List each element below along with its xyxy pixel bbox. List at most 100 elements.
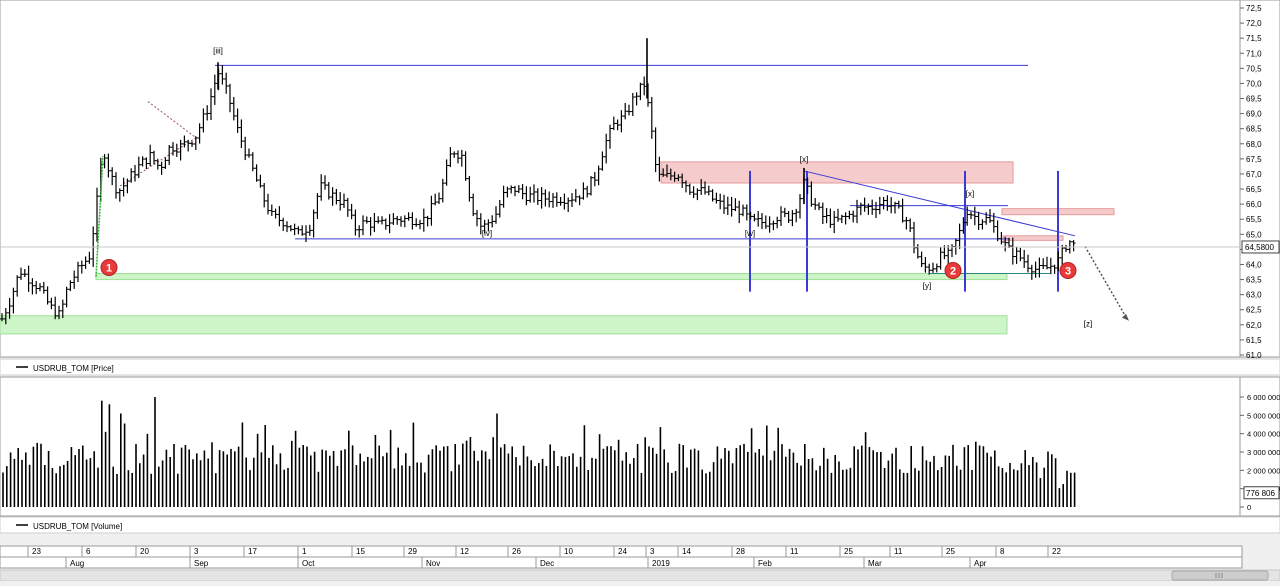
price-bar — [505, 186, 510, 198]
price-bar — [672, 171, 677, 182]
price-bar — [984, 212, 989, 225]
price-bar — [402, 215, 407, 228]
price-axis-panel — [1239, 0, 1280, 358]
price-bar — [304, 225, 308, 242]
price-bar — [585, 185, 590, 198]
price-bar — [904, 216, 909, 230]
price-bar — [193, 136, 198, 151]
price-bar — [752, 213, 757, 222]
price-bar — [972, 206, 977, 226]
price-bar — [361, 215, 365, 236]
price-bar — [110, 167, 115, 186]
price-bar — [292, 223, 297, 236]
scrollbar-thumb[interactable] — [1171, 570, 1269, 581]
price-bar — [155, 158, 160, 170]
price-bar — [528, 186, 533, 203]
price-bar — [881, 197, 886, 210]
price-bar — [573, 189, 578, 203]
price-bar — [254, 164, 259, 182]
day-tick-label: 14 — [682, 547, 691, 556]
price-bar — [596, 165, 601, 186]
price-bar — [247, 148, 251, 158]
price-bar — [744, 204, 749, 221]
price-bar — [866, 203, 871, 215]
price-tick-label: 71,0 — [1246, 49, 1262, 58]
price-bar — [482, 219, 487, 234]
price-bars — [0, 38, 1076, 325]
price-bar — [334, 188, 339, 205]
day-tick-label: 22 — [1052, 547, 1061, 556]
scrollbar-track[interactable] — [0, 569, 1280, 582]
price-bar — [581, 182, 586, 200]
price-bar — [76, 261, 80, 282]
price-bar — [167, 145, 172, 165]
price-bar — [551, 193, 555, 208]
price-bar — [923, 257, 928, 273]
price-bar — [429, 195, 434, 226]
price-bar — [934, 263, 939, 273]
price-bar — [608, 124, 612, 149]
price-bar — [57, 305, 61, 320]
price-bar — [228, 83, 232, 113]
price-tick-label: 72,5 — [1246, 4, 1262, 13]
price-bar — [26, 265, 31, 292]
price-bar — [828, 208, 833, 228]
price-bar — [615, 119, 620, 131]
price-bar — [368, 217, 373, 236]
price-bar — [630, 92, 635, 117]
price-bar — [893, 201, 897, 214]
price-bar — [433, 193, 438, 206]
price-tick-label: 72,0 — [1246, 19, 1262, 28]
price-bar — [687, 183, 692, 195]
price-tick-label: 66,0 — [1246, 200, 1262, 209]
price-bar — [0, 313, 4, 322]
price-bar — [991, 212, 996, 233]
marker-2: 2 — [944, 262, 962, 280]
price-bar — [459, 149, 464, 167]
price-bar — [851, 210, 856, 223]
price-bar — [980, 219, 985, 230]
volume-tick-label: 5 000 000 — [1247, 411, 1280, 420]
price-bar — [1060, 244, 1065, 267]
price-bar — [961, 217, 966, 234]
price-bar — [858, 202, 863, 216]
price-bar — [668, 168, 673, 181]
price-bar — [706, 185, 711, 196]
price-bar — [729, 196, 734, 217]
price-bar — [418, 219, 422, 230]
price-tick-label: 64,0 — [1246, 260, 1262, 269]
wave-label: [x] — [966, 190, 974, 199]
volume-series-label: USDRUB_TOM [Volume] — [33, 522, 122, 531]
wave-label: [w] — [745, 229, 755, 238]
price-bar — [395, 215, 400, 225]
price-bar — [965, 206, 970, 226]
price-bar — [117, 188, 122, 202]
price-bar — [1014, 246, 1019, 264]
price-bar — [250, 152, 255, 172]
price-bar — [376, 216, 381, 224]
price-panel[interactable] — [0, 0, 1241, 358]
price-bar — [178, 139, 183, 161]
price-tick-label: 62,5 — [1246, 306, 1262, 315]
price-bar — [817, 202, 821, 211]
price-bar — [1029, 264, 1034, 280]
volume-bars — [2, 397, 1076, 507]
support-zone-lower — [0, 315, 1008, 335]
price-bar — [699, 178, 704, 195]
price-bar — [824, 208, 829, 224]
price-bar — [600, 151, 605, 171]
price-bar — [281, 217, 286, 231]
price-bar — [547, 191, 552, 208]
price-bar — [790, 210, 795, 227]
price-bar — [539, 187, 544, 209]
price-tick-label: 67,0 — [1246, 170, 1262, 179]
price-bar — [938, 247, 943, 270]
price-bar — [399, 216, 403, 227]
price-bar — [114, 172, 118, 199]
price-bar — [570, 193, 574, 208]
price-bar — [486, 219, 491, 232]
day-tick-label: 12 — [460, 547, 469, 556]
price-bar — [870, 199, 875, 215]
price-bar — [611, 116, 616, 131]
price-bar — [562, 193, 567, 210]
